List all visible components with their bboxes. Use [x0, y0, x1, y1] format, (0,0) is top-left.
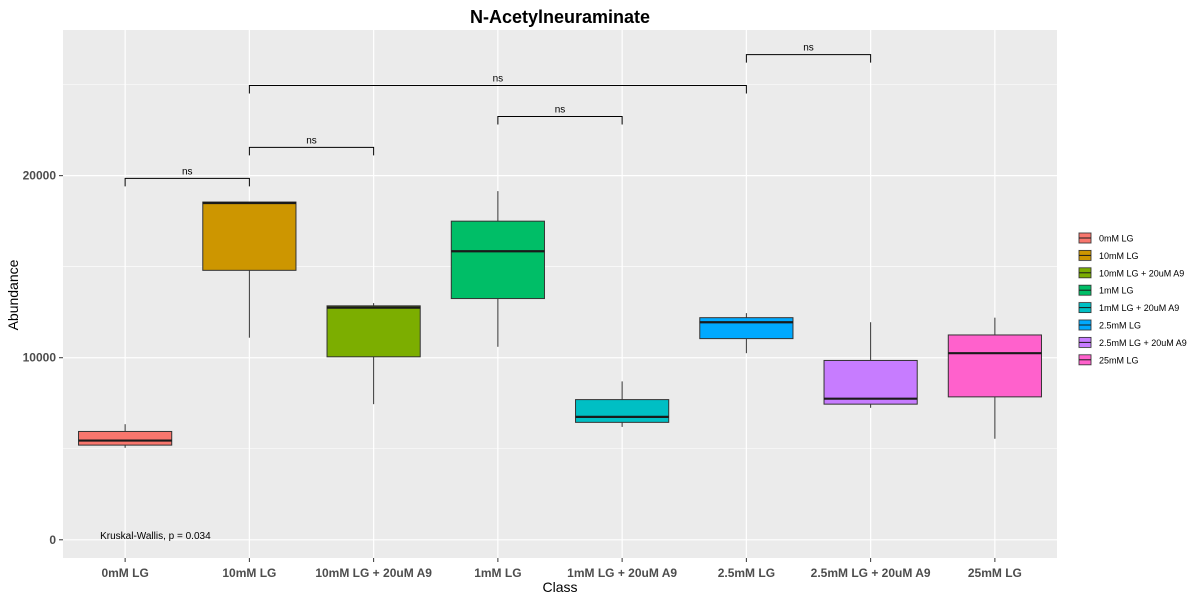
legend-label: 2.5mM LG + 20uM A9 — [1099, 338, 1187, 348]
x-tick-label: 10mM LG + 20uM A9 — [315, 566, 432, 580]
comparison-bracket: ns — [497, 104, 623, 125]
bracket-line — [248, 85, 747, 94]
box — [823, 359, 918, 405]
x-tick-label: 1mM LG + 20uM A9 — [567, 566, 677, 580]
comparison-bracket: ns — [248, 135, 375, 156]
box — [326, 305, 421, 358]
bracket-label: ns — [306, 135, 317, 146]
x-tick-label: 2.5mM LG — [718, 566, 775, 580]
legend-item: 2.5mM LG — [1078, 319, 1141, 331]
chart-title: N-Acetylneuraminate — [470, 7, 650, 27]
boxplot-2-5mm-lg — [699, 313, 794, 354]
box — [947, 334, 1042, 398]
legend-item: 0mM LG — [1078, 232, 1134, 244]
boxplot-1mm-lg-20um-a9 — [575, 381, 670, 427]
bracket-label: ns — [555, 104, 566, 115]
comparison-bracket: ns — [745, 43, 872, 63]
bracket-line — [124, 177, 250, 187]
legend-label: 0mM LG — [1099, 234, 1134, 244]
box — [450, 220, 545, 300]
legend-item: 25mM LG — [1078, 353, 1139, 366]
y-tick-label: 10000 — [23, 351, 57, 365]
box — [575, 399, 670, 423]
comparison-bracket: ns — [248, 74, 747, 94]
boxplot-1mm-lg — [450, 191, 545, 347]
boxplot-10mm-lg — [202, 201, 297, 338]
x-tick-label: 2.5mM LG + 20uM A9 — [811, 566, 931, 580]
legend: 0mM LG 10mM LG 10mM LG + 20uM A9 1mM LG 1mM … — [1078, 232, 1187, 366]
boxplot-0mm-lg — [78, 424, 173, 448]
legend-label: 10mM LG — [1099, 251, 1139, 261]
y-axis: 0 10000 20000 — [23, 169, 63, 547]
bracket-line — [745, 54, 872, 63]
bracket-label: ns — [493, 74, 504, 85]
legend-label: 10mM LG + 20uM A9 — [1099, 268, 1184, 278]
bracket-line — [248, 146, 375, 156]
legend-item: 1mM LG + 20uM A9 — [1078, 301, 1179, 314]
legend-label: 2.5mM LG — [1099, 321, 1141, 331]
legend-item: 10mM LG — [1078, 249, 1139, 262]
box — [699, 317, 794, 340]
boxplots — [78, 191, 1042, 448]
box — [202, 201, 297, 271]
legend-label: 25mM LG — [1099, 355, 1139, 365]
legend-label: 1mM LG — [1099, 286, 1134, 296]
y-tick-label: 0 — [49, 533, 56, 547]
boxplot-2-5mm-lg-20um-a9 — [823, 322, 918, 408]
legend-label: 1mM LG + 20uM A9 — [1099, 303, 1179, 313]
x-axis: 0mM LG 10mM LG 10mM LG + 20uM A9 1mM LG 1mM … — [101, 558, 1022, 580]
x-tick-label: 1mM LG — [474, 566, 521, 580]
kruskal-wallis-annotation: Kruskal-Wallis, p = 0.034 — [100, 531, 211, 542]
y-axis-title: Abundance — [5, 259, 21, 330]
plot-panel — [63, 30, 1057, 558]
comparison-bracket: ns — [124, 166, 250, 187]
boxplot-10mm-lg-20um-a9 — [326, 303, 421, 405]
bracket-line — [497, 115, 623, 125]
bracket-label: ns — [803, 43, 814, 54]
bracket-label: ns — [182, 166, 193, 177]
legend-item: 1mM LG — [1078, 284, 1134, 297]
x-axis-title: Class — [542, 579, 577, 595]
y-tick-label: 20000 — [23, 169, 57, 183]
x-tick-label: 0mM LG — [101, 566, 148, 580]
box — [78, 430, 173, 446]
legend-item: 10mM LG + 20uM A9 — [1078, 266, 1184, 279]
boxplot-25mm-lg — [947, 317, 1042, 439]
significance-brackets: ns ns ns ns ns — [124, 43, 872, 187]
x-tick-label: 10mM LG — [222, 566, 276, 580]
legend-item: 2.5mM LG + 20uM A9 — [1078, 336, 1187, 349]
x-tick-label: 25mM LG — [968, 566, 1022, 580]
